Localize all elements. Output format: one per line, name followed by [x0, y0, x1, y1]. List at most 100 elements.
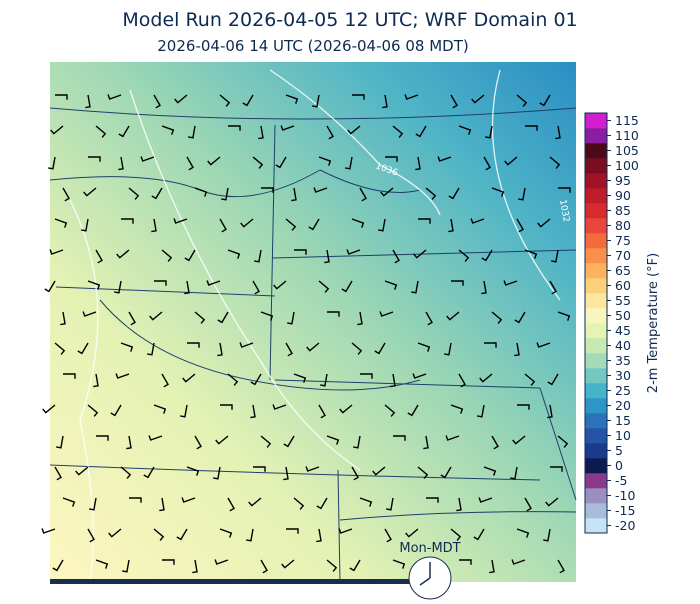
- wind-barb: [316, 528, 322, 543]
- wind-barb: [180, 404, 188, 418]
- wind-barb: [44, 280, 56, 293]
- colorbar-tick-label: 65: [615, 263, 631, 278]
- colorbar-tick-label: 80: [615, 218, 631, 233]
- colorbar-tick-label: 95: [615, 173, 631, 188]
- wind-barb: [219, 94, 231, 107]
- wind-barb: [153, 404, 167, 414]
- wind-barb: [280, 125, 295, 131]
- wind-barb: [380, 187, 394, 197]
- wind-barb: [252, 156, 264, 169]
- wind-barb: [63, 373, 76, 379]
- colorbar-frame: [584, 112, 608, 534]
- wind-barb: [382, 94, 388, 109]
- wind-barb: [89, 497, 97, 511]
- wind-barb: [293, 373, 307, 383]
- wind-barb: [246, 528, 254, 542]
- wind-barb: [140, 156, 155, 162]
- wind-barb: [149, 311, 163, 321]
- wind-barb: [392, 559, 406, 569]
- wind-barb: [188, 125, 196, 139]
- wind-barb: [258, 125, 264, 140]
- wind-barb: [504, 156, 518, 166]
- wind-barb: [557, 435, 569, 448]
- wind-barb: [151, 187, 163, 200]
- colorbar-tick-label: 20: [615, 398, 631, 413]
- wind-barb: [425, 187, 437, 200]
- wind-barb: [121, 218, 134, 224]
- wind-barb: [352, 94, 365, 100]
- colorbar-tick-label: 110: [615, 128, 639, 143]
- colorbar-band: [585, 293, 607, 309]
- wind-barb: [524, 373, 536, 386]
- wind-barb: [75, 466, 89, 476]
- wind-barb: [557, 559, 565, 574]
- wind-barb: [456, 497, 462, 512]
- wind-barb: [153, 94, 161, 109]
- wind-barb: [81, 218, 89, 232]
- wind-barb: [458, 249, 470, 262]
- wind-barb: [479, 373, 493, 383]
- wind-barb: [287, 311, 295, 325]
- wind-barb: [260, 435, 272, 448]
- wind-barb: [313, 187, 328, 193]
- wind-barb: [48, 156, 56, 170]
- wind-barb: [41, 528, 56, 534]
- wind-barb: [174, 94, 188, 104]
- wind-barb: [360, 373, 373, 379]
- wind-barb: [491, 187, 505, 197]
- wind-barb: [192, 559, 198, 574]
- wind-barb: [143, 466, 155, 479]
- wind-barb: [87, 528, 95, 543]
- wind-barb: [115, 373, 130, 379]
- wind-barb: [547, 404, 553, 419]
- colorbar-tick-label: 55: [615, 293, 631, 308]
- wind-barb: [194, 187, 208, 197]
- wind-barb: [448, 187, 460, 200]
- wind-barb: [374, 342, 386, 355]
- wind-barb: [306, 342, 320, 352]
- wind-barb: [95, 559, 109, 569]
- wind-barb: [537, 218, 551, 228]
- wind-barb: [162, 559, 175, 565]
- wind-barb: [327, 311, 340, 317]
- wind-barb: [227, 373, 239, 386]
- wind-barb: [187, 342, 200, 348]
- wind-barb: [128, 187, 140, 200]
- colorbar-band: [585, 323, 607, 339]
- wind-barb: [425, 311, 433, 326]
- wind-barb: [248, 497, 262, 507]
- wind-barb: [93, 373, 99, 388]
- wind-barb: [378, 218, 386, 232]
- wind-barb: [512, 435, 526, 445]
- colorbar-band: [585, 308, 607, 324]
- wind-barb: [324, 249, 330, 264]
- wind-barb: [151, 218, 157, 233]
- wind-barb: [55, 94, 68, 100]
- wind-barb: [213, 466, 221, 480]
- wind-barb: [514, 311, 526, 324]
- wind-barb: [551, 249, 559, 263]
- colorbar-tick-label: 30: [615, 368, 631, 383]
- wind-barb: [87, 404, 99, 417]
- wind-barb: [214, 559, 229, 565]
- wind-barb: [372, 466, 386, 476]
- wind-barb: [253, 466, 266, 472]
- wind-barb: [524, 497, 532, 512]
- wind-barb: [536, 342, 551, 348]
- colorbar-tick-label: -20: [615, 518, 635, 533]
- wind-barb: [250, 404, 256, 419]
- wind-barb: [118, 156, 124, 171]
- wind-barb: [338, 528, 353, 534]
- borders: [49, 107, 577, 583]
- wind-barb: [351, 342, 363, 355]
- wind-barb: [423, 435, 429, 450]
- wind-barb: [52, 559, 64, 572]
- wind-barb: [339, 404, 353, 414]
- wind-barb: [524, 249, 538, 259]
- wind-barb: [412, 373, 427, 379]
- colorbar-band: [585, 113, 607, 129]
- wind-barb: [326, 125, 334, 140]
- wind-barb: [184, 249, 196, 262]
- colorbar-band: [585, 488, 607, 504]
